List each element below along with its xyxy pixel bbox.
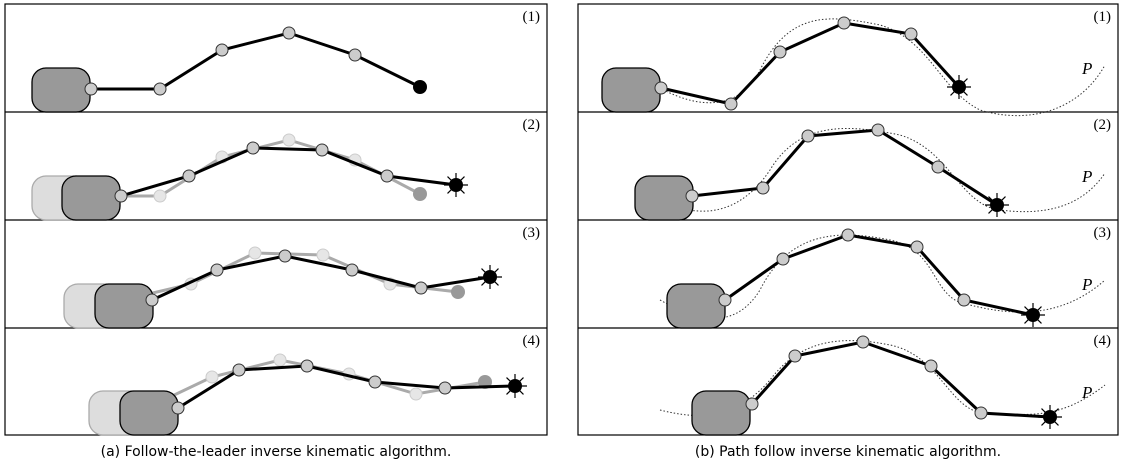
step-label: (3) (1094, 225, 1112, 241)
base (62, 176, 120, 220)
joint (958, 294, 970, 306)
joint (283, 134, 295, 146)
joint (655, 82, 667, 94)
joint (911, 241, 923, 253)
base (692, 391, 750, 435)
joint (317, 249, 329, 261)
base (32, 68, 90, 112)
joint (115, 190, 127, 202)
end-effector (1026, 308, 1040, 322)
caption: (b) Path follow inverse kinematic algori… (695, 444, 1001, 460)
joint (216, 44, 228, 56)
end-effector (990, 198, 1004, 212)
caption: (a) Follow-the-leader inverse kinematic … (101, 444, 452, 460)
joint (725, 98, 737, 110)
step-label: (3) (523, 225, 541, 241)
base (667, 284, 725, 328)
end-effector (483, 270, 497, 284)
end-effector (1043, 410, 1057, 424)
joint (802, 130, 814, 142)
joint (774, 46, 786, 58)
base (635, 176, 693, 220)
row-dividers (5, 112, 1118, 328)
base (602, 68, 660, 112)
joint (146, 294, 158, 306)
path-label: P (1081, 383, 1092, 402)
link (91, 33, 420, 89)
joint (842, 229, 854, 241)
step-label: (2) (1094, 117, 1112, 133)
end-effector (413, 187, 427, 201)
base (95, 284, 153, 328)
joint (247, 142, 259, 154)
joint (301, 360, 313, 372)
joint (872, 124, 884, 136)
joint (233, 364, 245, 376)
joint (211, 264, 223, 276)
joint (346, 264, 358, 276)
joint (932, 161, 944, 173)
link (725, 235, 1033, 315)
link (123, 253, 458, 300)
joint (183, 170, 195, 182)
joint (838, 17, 850, 29)
joint (925, 360, 937, 372)
link (692, 130, 997, 205)
joint (789, 350, 801, 362)
joint (274, 354, 286, 366)
joint (349, 49, 361, 61)
end-effector (413, 80, 427, 94)
end-effector (508, 379, 522, 393)
step-label: (1) (523, 9, 541, 25)
step-label: (4) (523, 333, 541, 349)
step-label: (4) (1094, 333, 1112, 349)
joint (719, 294, 731, 306)
joint (369, 376, 381, 388)
joint (857, 336, 869, 348)
joint (905, 28, 917, 40)
joint (249, 247, 261, 259)
joint (172, 402, 184, 414)
step-label: (2) (523, 117, 541, 133)
joint (381, 170, 393, 182)
path-label: P (1081, 59, 1092, 78)
link (152, 256, 490, 300)
joint (283, 27, 295, 39)
end-effector (449, 178, 463, 192)
joint (85, 83, 97, 95)
joint (777, 253, 789, 265)
step-label: (1) (1094, 9, 1112, 25)
base (120, 391, 178, 435)
joint (686, 190, 698, 202)
joint (279, 250, 291, 262)
joint (154, 190, 166, 202)
end-effector (952, 80, 966, 94)
joint (154, 83, 166, 95)
path-label: P (1081, 275, 1092, 294)
joint (975, 407, 987, 419)
figure: (a) Follow-the-leader inverse kinematic … (0, 0, 1123, 467)
end-effector (451, 285, 465, 299)
joint (757, 182, 769, 194)
joint (415, 282, 427, 294)
path-p (660, 128, 1105, 211)
joint (439, 382, 451, 394)
joint (746, 398, 758, 410)
joint (410, 388, 422, 400)
path-label: P (1081, 167, 1092, 186)
joint (316, 144, 328, 156)
joint (206, 371, 218, 383)
